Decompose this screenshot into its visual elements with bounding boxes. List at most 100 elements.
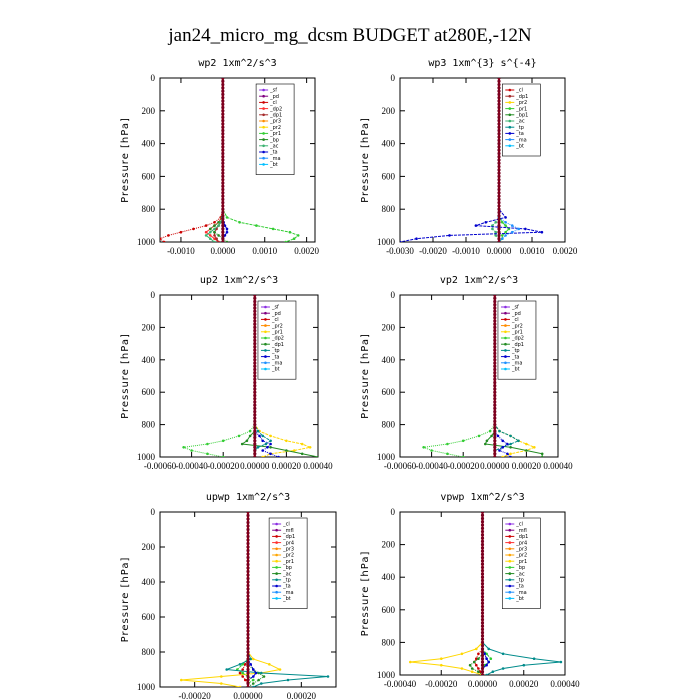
zero-line-marker (497, 240, 501, 242)
legend-marker (275, 528, 278, 532)
legend-marker (504, 342, 507, 346)
data-point (219, 221, 222, 224)
series-group (409, 512, 563, 675)
zero-line-marker (246, 685, 250, 687)
legend-marker (504, 318, 507, 321)
legend: _sf_pd_cl_pr2_pr1_dp2_dp1_tp_ta_ma_bt (497, 300, 537, 380)
legend-marker (504, 367, 507, 371)
legend-label: _pr1 (515, 106, 527, 112)
zero-line-marker (480, 637, 485, 641)
zero-line-marker (480, 631, 485, 635)
y-axis-label: Pressure [hPa] (120, 333, 131, 419)
data-point (485, 673, 488, 675)
data-point (474, 224, 478, 227)
legend-label: _pr3 (269, 119, 281, 125)
legend-label: _ma (515, 137, 526, 143)
zero-line-marker (493, 364, 497, 368)
legend-marker (262, 156, 265, 160)
legend-label: _dp1 (511, 342, 524, 348)
data-point (209, 230, 212, 234)
legend-box (255, 83, 295, 175)
zero-line-marker (497, 79, 501, 83)
y-tick-label: 800 (382, 420, 396, 430)
legend-marker (262, 150, 265, 154)
zero-line-marker (221, 138, 225, 142)
zero-line-marker (246, 520, 250, 525)
data-point (248, 429, 252, 433)
zero-line-marker (246, 625, 250, 630)
data-point (256, 446, 260, 449)
zero-line-marker (480, 529, 485, 534)
zero-line-marker (221, 164, 225, 169)
plot-frame (159, 77, 316, 243)
zero-line-marker (246, 594, 250, 598)
zero-line-marker (253, 319, 257, 323)
zero-line-marker (253, 374, 257, 378)
x-tick-label: 0.00000 (468, 679, 498, 689)
zero-line-marker (493, 377, 497, 381)
data-point (316, 455, 318, 457)
y-axis-label: Pressure [hPa] (360, 551, 371, 637)
zero-line-marker (246, 664, 250, 668)
zero-line-marker (221, 178, 225, 182)
zero-line-marker (493, 319, 497, 323)
legend-marker (262, 107, 265, 110)
zero-line-marker (493, 348, 497, 352)
legend-marker (262, 101, 265, 104)
zero-line-marker (493, 455, 497, 457)
zero-line-marker (253, 351, 257, 355)
zero-line-marker (253, 361, 257, 365)
zero-line-marker (497, 142, 501, 146)
zero-line-marker (493, 338, 497, 342)
legend-label: _tp (515, 578, 524, 584)
data-point (206, 452, 209, 456)
zero-line-marker (493, 303, 497, 307)
legend-marker (504, 361, 507, 365)
zero-line-marker (493, 358, 497, 362)
x-tick-label: -0.00040 (175, 461, 208, 471)
legend-label: _cl (271, 317, 279, 323)
legend-label: _pd (511, 311, 521, 317)
zero-line-marker (253, 432, 257, 436)
zero-line-marker (493, 410, 497, 414)
data-point (249, 657, 252, 661)
legend-label: _tp (511, 348, 520, 354)
zero-line-marker (246, 678, 250, 682)
data-point (504, 224, 507, 227)
legend-label: _ma (515, 590, 526, 596)
legend-marker (508, 144, 512, 148)
data-point (501, 652, 505, 656)
data-point (308, 446, 312, 449)
legend-label: _tp (515, 125, 524, 131)
legend-label: _ta (511, 354, 520, 360)
x-tick-label: 0.00040 (303, 461, 333, 471)
data-point (506, 442, 509, 446)
zero-line-marker (246, 545, 250, 549)
legend-marker (508, 590, 512, 594)
legend-marker (264, 342, 267, 346)
y-tick-label: 800 (382, 204, 396, 214)
legend-marker (262, 125, 265, 129)
zero-line-marker (253, 295, 257, 297)
legend-label: _bp (269, 137, 279, 143)
data-point (258, 434, 261, 438)
data-point (217, 240, 220, 242)
legend-marker (262, 94, 265, 98)
data-point (496, 434, 500, 438)
data-point (271, 227, 275, 231)
zero-line-marker (253, 299, 257, 304)
legend: _cl_mfl_dp1_pr4_pr3_pr2_pr1_bp_ac_tp_ta_… (501, 517, 541, 609)
y-tick-label: 400 (382, 572, 396, 582)
legend-label: _dp2 (511, 336, 524, 342)
zero-line-marker (497, 119, 501, 123)
legend-label: _pd (271, 311, 281, 317)
zero-line-marker (246, 622, 250, 626)
zero-line-marker (497, 155, 501, 159)
zero-line-marker (253, 348, 257, 352)
zero-line-marker (253, 423, 257, 427)
y-tick-label: 1000 (377, 237, 396, 247)
data-point (217, 234, 220, 237)
data-point (268, 663, 271, 666)
zero-line-marker (221, 204, 225, 208)
data-point (461, 439, 465, 443)
